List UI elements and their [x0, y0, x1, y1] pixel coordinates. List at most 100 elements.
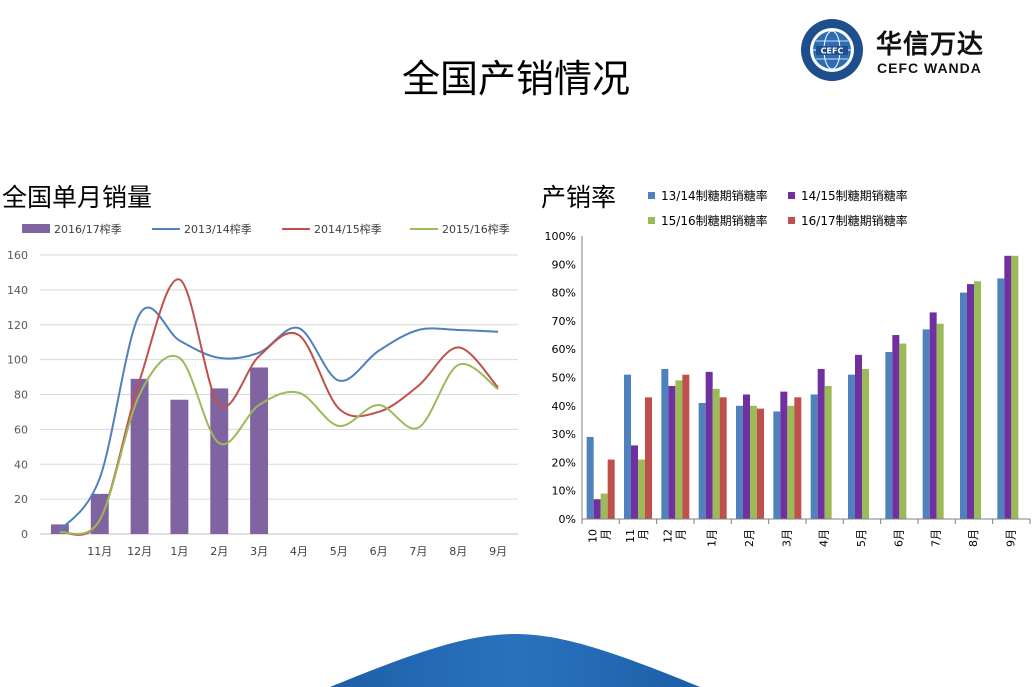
legend-label: 14/15制糖期销糖率: [801, 188, 908, 203]
bar: [250, 367, 269, 534]
y-tick-label: 70%: [552, 315, 576, 328]
left-chart-y-ticks: 0 20 40 60 80 100 120 140 160: [7, 249, 28, 541]
x-tick-label: 7月: [930, 529, 943, 547]
y-tick-label: 30%: [552, 428, 576, 441]
bar: [780, 391, 788, 519]
left-chart-bars: [50, 367, 269, 534]
right-chart-x-ticks: 10 月 11 月 12 月 1月 2月 3月 4月 5月 6月 7月 8月 9月: [587, 529, 1018, 547]
left-chart-legend: 2016/17榨季 2013/14榨季 2014/15榨季 2015/16榨季: [22, 222, 510, 236]
legend-label: 2014/15榨季: [314, 222, 382, 236]
right-chart-legend: 13/14制糖期销糖率 14/15制糖期销糖率 15/16制糖期销糖率 16/17制糖…: [648, 188, 908, 228]
globe-emblem-icon: CEFC: [801, 19, 863, 81]
bar: [929, 312, 937, 519]
bar: [712, 388, 720, 519]
y-tick-label: 80%: [552, 287, 576, 300]
bar: [1011, 255, 1019, 519]
legend-swatch: [648, 217, 655, 224]
bar: [210, 388, 229, 534]
monthly-sales-chart: 2016/17榨季 2013/14榨季 2014/15榨季 2015/16榨季 0 20…: [7, 222, 518, 558]
bar: [736, 405, 743, 519]
bar: [885, 352, 893, 519]
x-tick-label: 3月: [250, 545, 268, 558]
logo-name-cn: 华信万达: [876, 30, 985, 60]
legend-label: 13/14制糖期销糖率: [661, 188, 768, 203]
company-logo: CEFC 华信万达 CEFC WANDA: [800, 18, 1025, 84]
y-tick-label: 0: [21, 528, 28, 541]
y-tick-label: 160: [7, 249, 28, 262]
bar: [668, 385, 676, 519]
x-tick-label: 11月: [87, 545, 112, 558]
legend-label: 2016/17榨季: [54, 222, 122, 236]
bar: [586, 436, 594, 519]
y-tick-label: 80: [14, 389, 28, 402]
x-tick-label: 2月: [743, 529, 756, 547]
bar: [631, 445, 638, 519]
bar: [810, 394, 818, 519]
x-tick-label: 月: [637, 529, 650, 540]
right-chart-axes: [581, 236, 1031, 524]
left-chart-title: 全国单月销量: [2, 183, 153, 212]
legend-label: 16/17制糖期销糖率: [801, 213, 908, 228]
x-tick-label: 8月: [967, 529, 980, 547]
series-line: [59, 355, 499, 535]
series-line: [59, 278, 499, 536]
x-tick-label: 3月: [780, 529, 793, 547]
bar: [757, 408, 764, 519]
y-tick-label: 20%: [552, 456, 576, 469]
bar: [960, 292, 967, 519]
bar: [675, 380, 683, 519]
bar: [624, 374, 631, 519]
bar: [743, 394, 750, 519]
legend-swatch: [788, 217, 795, 224]
bar: [848, 374, 855, 519]
bar: [90, 493, 109, 534]
bar: [817, 369, 825, 519]
x-tick-label: 6月: [370, 545, 388, 558]
y-tick-label: 90%: [552, 258, 576, 271]
bar: [824, 385, 832, 519]
bar: [974, 281, 981, 519]
x-tick-label: 8月: [449, 545, 467, 558]
x-tick-label: 10: [587, 529, 600, 543]
y-tick-label: 60%: [552, 343, 576, 356]
bar: [936, 323, 944, 519]
bar: [922, 329, 930, 519]
bar: [855, 354, 862, 519]
bar: [750, 405, 757, 519]
x-tick-label: 12: [661, 529, 674, 543]
bar: [794, 397, 802, 519]
x-tick-label: 7月: [409, 545, 427, 558]
y-tick-label: 140: [7, 284, 28, 297]
legend-swatch: [788, 192, 795, 199]
x-tick-label: 5月: [855, 529, 868, 547]
legend-swatch: [22, 224, 50, 233]
bar: [1004, 255, 1012, 519]
right-chart-title: 产销率: [541, 183, 617, 212]
bar: [899, 343, 907, 519]
bar: [705, 371, 713, 519]
bar: [698, 402, 706, 519]
bar: [607, 459, 615, 519]
y-tick-label: 120: [7, 319, 28, 332]
x-tick-label: 11: [624, 529, 637, 543]
bar: [661, 369, 669, 519]
legend-label: 2015/16榨季: [442, 222, 510, 236]
y-tick-label: 60: [14, 423, 28, 436]
x-tick-label: 12月: [127, 545, 152, 558]
x-tick-label: 4月: [818, 529, 831, 547]
x-tick-label: 6月: [892, 529, 905, 547]
bar: [645, 397, 652, 519]
bar: [593, 499, 601, 519]
y-tick-label: 20: [14, 493, 28, 506]
bar: [719, 397, 727, 519]
logo-name-en: CEFC WANDA: [877, 60, 982, 76]
bar: [600, 493, 608, 519]
y-tick-label: 10%: [552, 485, 576, 498]
bar: [967, 284, 974, 519]
bar: [682, 374, 690, 519]
series-line: [59, 306, 499, 532]
decorative-wave: [330, 634, 700, 687]
x-tick-label: 9月: [1004, 529, 1017, 547]
right-chart-bars: [586, 255, 1019, 519]
bar: [862, 369, 869, 519]
